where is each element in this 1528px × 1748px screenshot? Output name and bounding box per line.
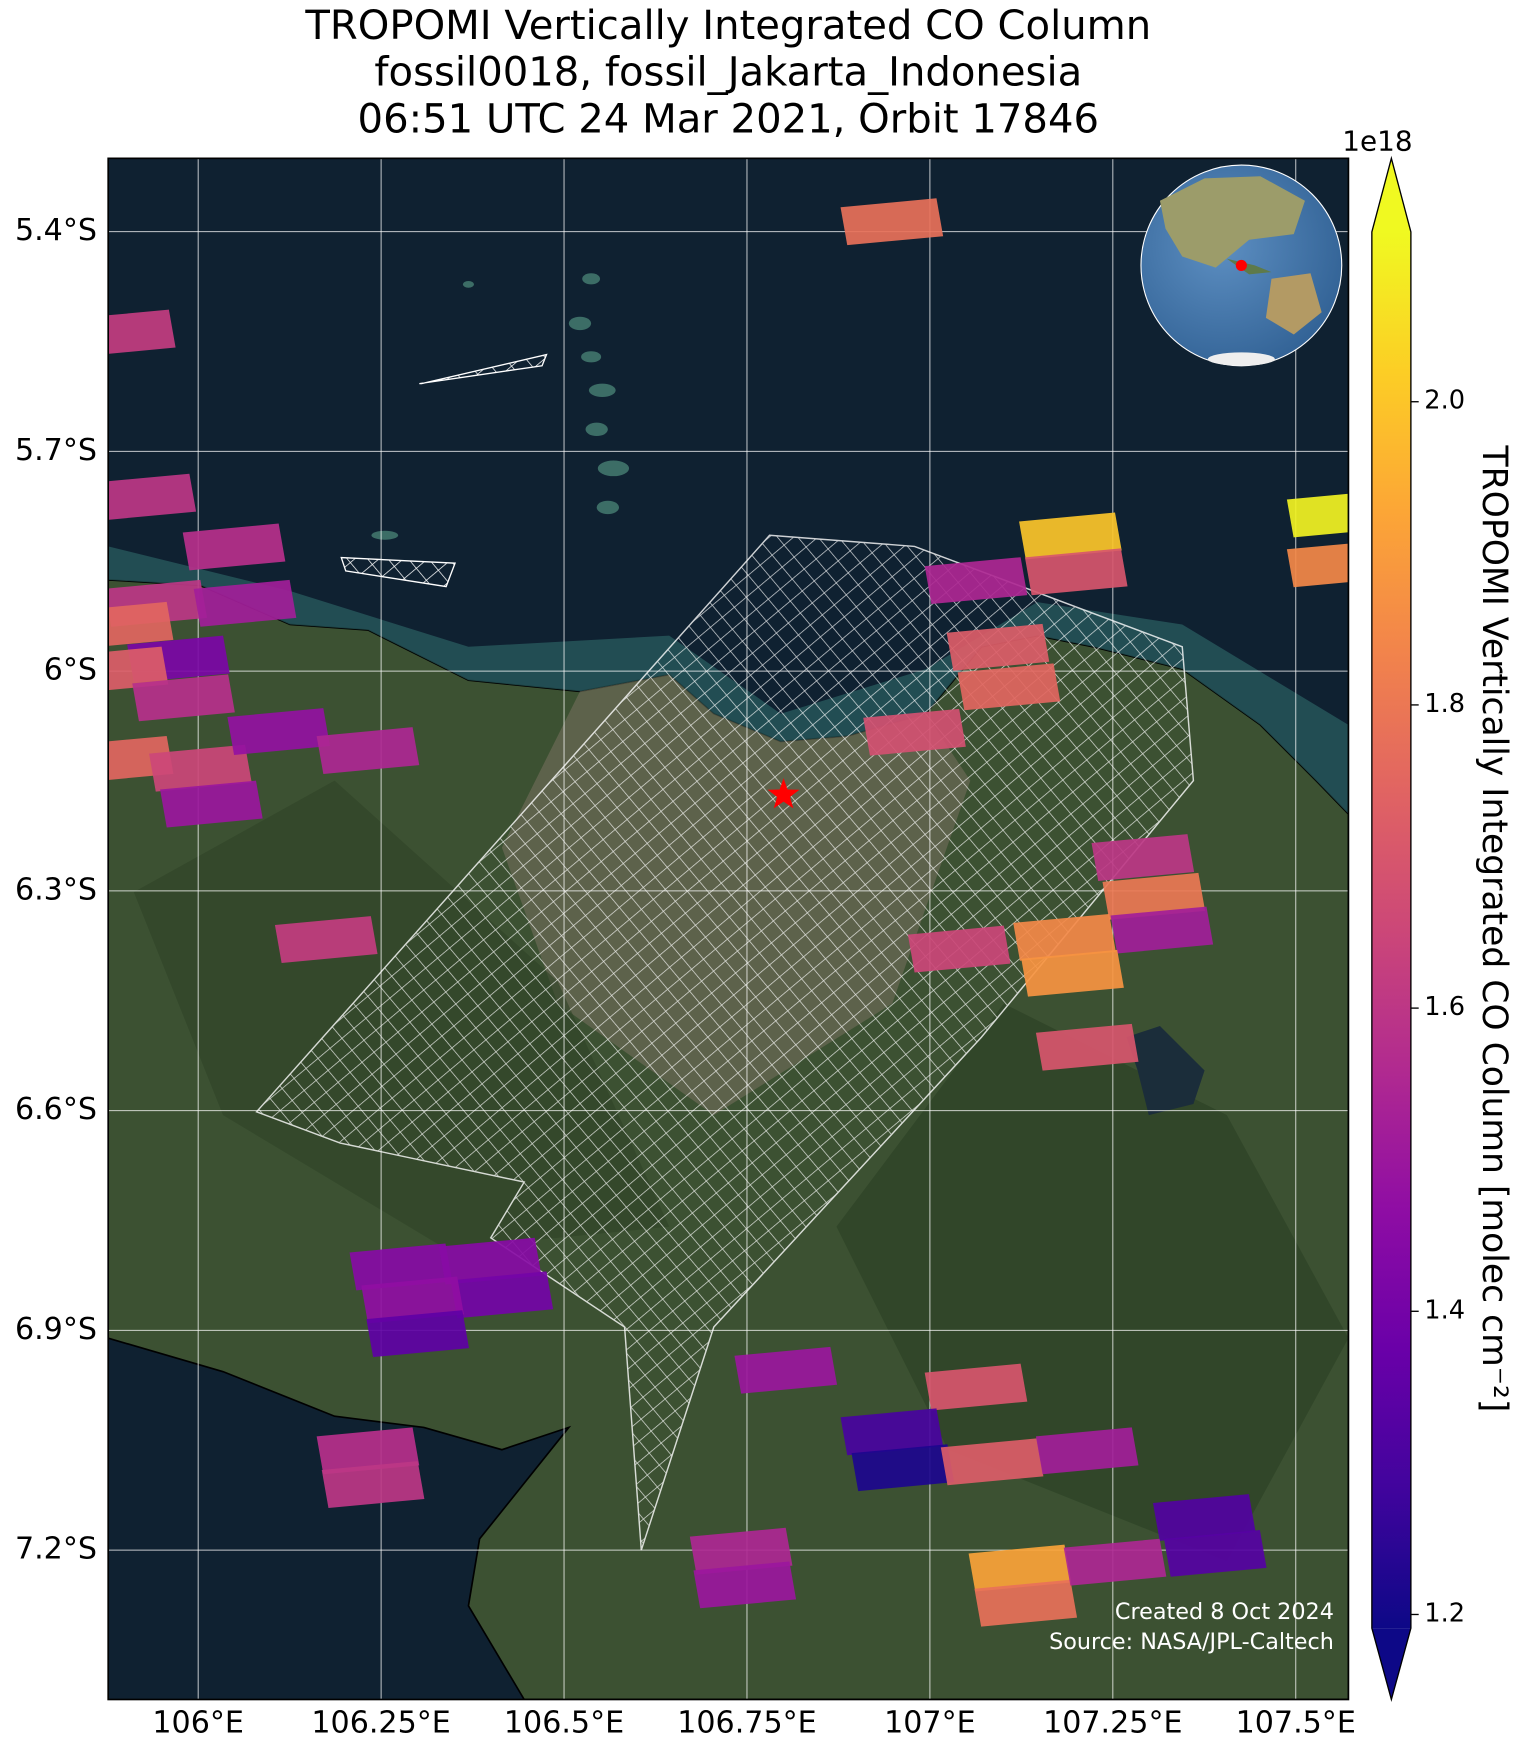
- co-pixel: [957, 663, 1061, 711]
- globe-site-marker: [1235, 259, 1247, 271]
- colorbar-tick-label: 1.2: [1424, 1598, 1465, 1628]
- co-pixel: [108, 601, 174, 646]
- x-tick-label: 107.25°E: [1043, 1706, 1182, 1741]
- x-tick-label: 107.5°E: [1236, 1706, 1356, 1741]
- co-pixel: [160, 780, 263, 828]
- co-pixel: [689, 1527, 793, 1575]
- co-pixel: [1019, 512, 1122, 560]
- co-pixel: [693, 1561, 797, 1609]
- x-tick-label: 106.75°E: [677, 1706, 816, 1741]
- colorbar: [1371, 231, 1411, 1629]
- co-pixel: [193, 579, 297, 627]
- chart-title: 06:51 UTC 24 Mar 2021, Orbit 17846: [358, 97, 1099, 143]
- y-tick-label: 6°S: [44, 653, 97, 688]
- co-pixel: [1152, 1494, 1256, 1541]
- co-pixel: [361, 1276, 464, 1324]
- co-pixel: [450, 1271, 554, 1319]
- co-pixel: [149, 744, 252, 792]
- co-pixel: [734, 1346, 838, 1394]
- co-pixel: [316, 727, 420, 774]
- co-pixel: [968, 1544, 1072, 1592]
- co-pixel: [1163, 1529, 1267, 1577]
- x-tick-label: 106.5°E: [504, 1706, 624, 1741]
- y-tick-label: 6.9°S: [15, 1312, 97, 1347]
- co-pixel: [1102, 872, 1206, 920]
- y-tick-label: 7.2°S: [15, 1532, 97, 1567]
- basemap: [108, 158, 1349, 1700]
- site-marker: [767, 778, 800, 809]
- co-pixel: [108, 309, 176, 354]
- x-tick-label: 107°E: [884, 1706, 976, 1741]
- co-pixel: [349, 1243, 453, 1291]
- footnote: Created 8 Oct 2024: [1115, 1599, 1334, 1625]
- chart-title: TROPOMI Vertically Integrated CO Column: [304, 3, 1151, 49]
- co-pixel: [1063, 1538, 1167, 1586]
- co-pixel: [1035, 1427, 1139, 1475]
- co-pixel: [907, 925, 1011, 973]
- footnote: Source: NASA/JPL-Caltech: [1049, 1629, 1334, 1655]
- co-pixel: [108, 473, 197, 520]
- colorbar-extend-max: [1371, 158, 1411, 232]
- y-tick-label: 6.6°S: [15, 1092, 97, 1127]
- co-pixel: [438, 1237, 542, 1285]
- co-pixel: [924, 557, 1028, 605]
- co-pixel: [132, 674, 235, 722]
- co-pixel: [1110, 906, 1214, 954]
- colorbar-tick-label: 1.6: [1424, 992, 1465, 1022]
- co-pixel: [366, 1310, 470, 1358]
- colorbar-tick-label: 2.0: [1424, 386, 1465, 416]
- colorbar-outline: [1371, 155, 1412, 1703]
- x-tick-label: 106°E: [152, 1706, 244, 1741]
- co-pixel: [274, 916, 378, 963]
- co-pixel: [1035, 1023, 1139, 1071]
- colorbar-offset-label: 1e18: [1342, 125, 1412, 158]
- co-pixel: [316, 1427, 420, 1475]
- co-pixel: [227, 708, 330, 755]
- co-pixel: [1091, 834, 1195, 881]
- y-tick-label: 6.3°S: [15, 872, 97, 907]
- colorbar-label: TROPOMI Vertically Integrated CO Column …: [1474, 445, 1514, 1413]
- co-pixel: [940, 1438, 1044, 1486]
- co-pixel: [321, 1461, 425, 1508]
- co-pixel: [924, 1363, 1028, 1411]
- colorbar-tick-label: 1.4: [1424, 1295, 1465, 1325]
- co-pixel: [108, 646, 169, 691]
- co-pixel: [863, 708, 966, 756]
- y-tick-label: 5.7°S: [15, 433, 97, 468]
- x-tick-label: 106.25°E: [311, 1706, 450, 1741]
- co-pixel: [1013, 913, 1116, 961]
- co-pixel: [1021, 949, 1124, 997]
- co-pixel: [840, 1408, 944, 1456]
- co-pixel: [946, 623, 1050, 671]
- chart-title: fossil0018, fossil_Jakarta_Indonesia: [374, 50, 1082, 96]
- y-tick-label: 5.4°S: [15, 213, 97, 248]
- co-pixel: [1286, 543, 1349, 588]
- co-pixel: [840, 198, 944, 246]
- colorbar-extend-min: [1371, 1628, 1411, 1700]
- colorbar-tick-label: 1.8: [1424, 689, 1465, 719]
- co-pixel: [851, 1444, 955, 1492]
- map-frame: [107, 157, 1350, 1701]
- co-pixel: [974, 1579, 1078, 1627]
- co-pixel: [1286, 493, 1349, 538]
- co-pixel: [182, 523, 286, 571]
- co-pixel: [1024, 548, 1128, 596]
